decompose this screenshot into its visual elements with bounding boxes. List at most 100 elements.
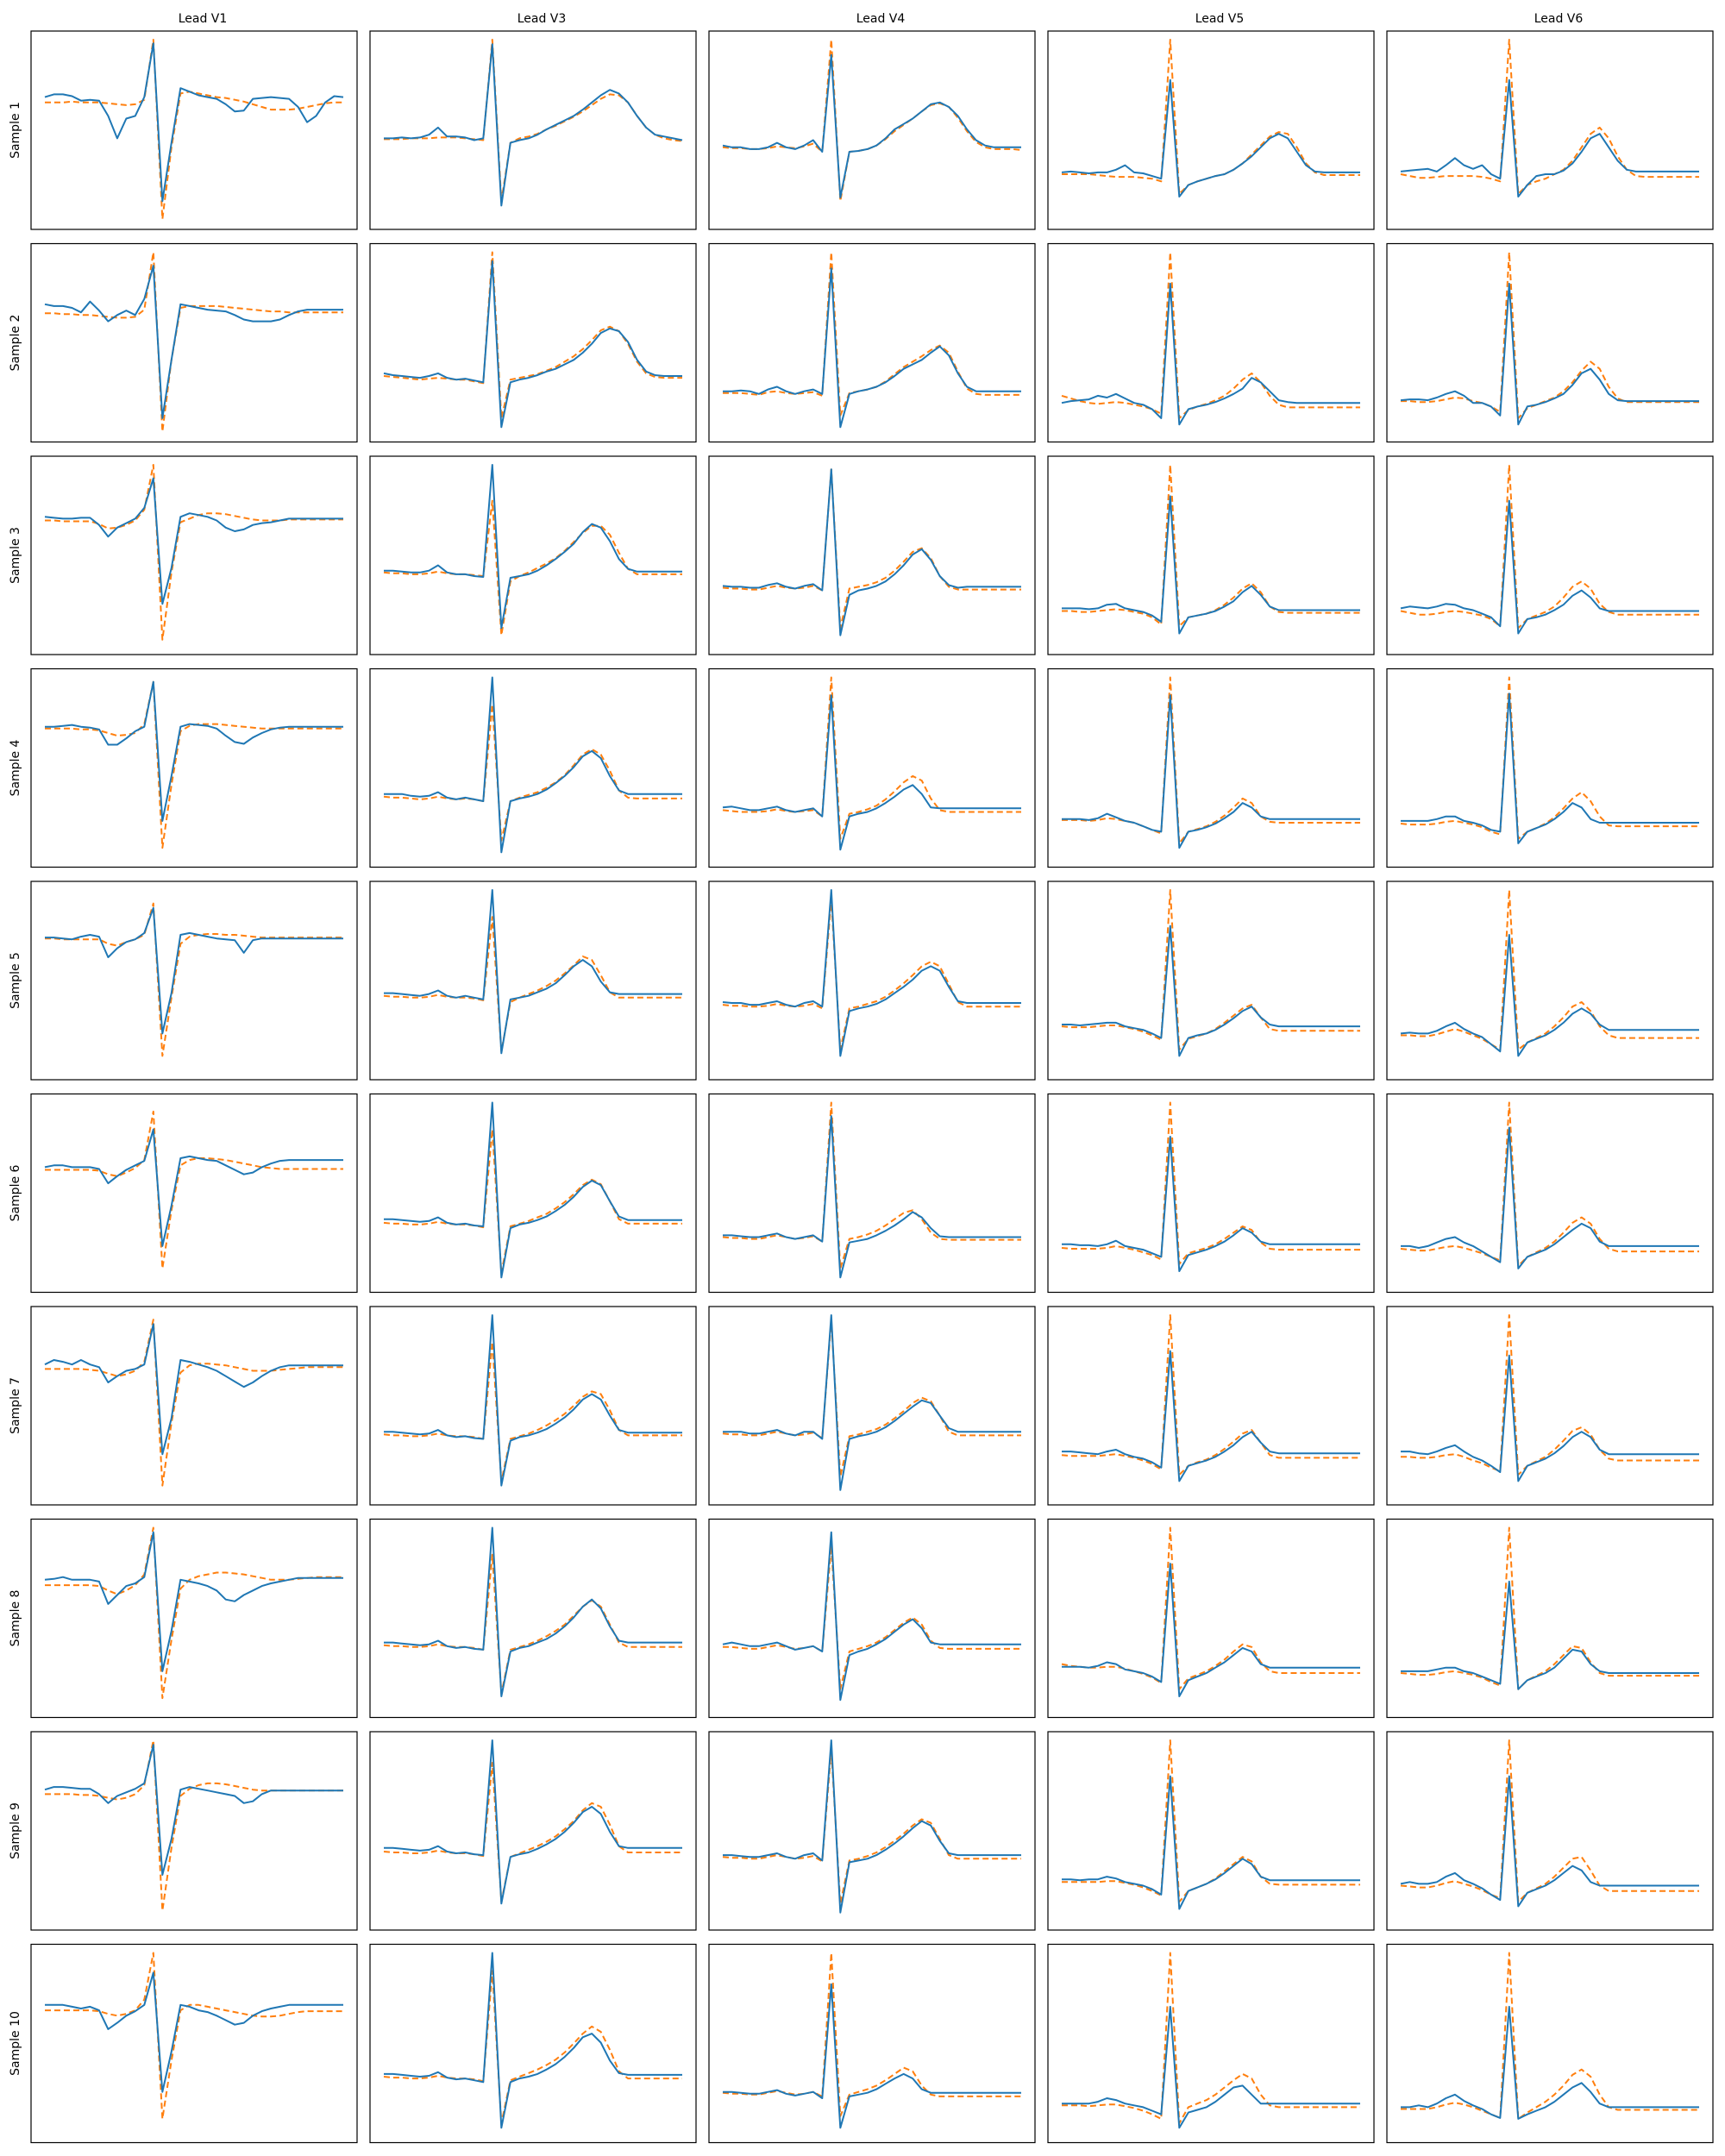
axes-frame (1047, 455, 1375, 655)
dashed-series-line (723, 1545, 1021, 1690)
dashed-series-line (45, 1952, 343, 2120)
axes-frame (369, 242, 697, 443)
axes-frame (708, 1093, 1036, 1294)
panel-r2-c3 (708, 242, 1036, 443)
solid-series-line (723, 1115, 1021, 1279)
axes-frame (30, 1093, 358, 1294)
row-label-1: Sample 1 (9, 102, 22, 159)
axes-frame (30, 1943, 358, 2144)
panel-r4-c4 (1047, 667, 1375, 868)
axes-frame (369, 455, 697, 655)
solid-series-line (1400, 499, 1699, 635)
panel-r8-c2 (369, 1518, 697, 1719)
dashed-series-line (722, 1319, 1021, 1478)
panel-r3-c5 (1386, 455, 1714, 655)
dashed-series-line (383, 916, 682, 1053)
panel-r9-c1 (30, 1731, 358, 1931)
dashed-series-line (1401, 1314, 1699, 1476)
solid-series-line (384, 1101, 682, 1279)
axes-frame (1386, 242, 1714, 443)
dashed-series-line (1400, 676, 1699, 840)
axes-frame (708, 1731, 1036, 1931)
column-title-v3: Lead V3 (518, 12, 567, 26)
axes-frame (1386, 1518, 1714, 1719)
axes-frame (30, 881, 358, 1081)
panel-r1-c5 (1386, 30, 1714, 230)
solid-series-line (1401, 1126, 1699, 1269)
solid-series-line (384, 676, 682, 854)
dashed-series-line (383, 1970, 682, 2125)
panel-r2-c4 (1047, 242, 1375, 443)
column-title-v6: Lead V6 (1534, 12, 1584, 26)
axes-frame (708, 242, 1036, 443)
dashed-series-line (45, 39, 343, 220)
dashed-series-line (722, 898, 1021, 1051)
solid-series-line (722, 468, 1021, 636)
axes-frame (30, 242, 358, 443)
panel-r4-c1 (30, 667, 358, 868)
dashed-series-line (45, 1110, 343, 1269)
axes-frame (1047, 1093, 1375, 1294)
dashed-series-line (1400, 1101, 1699, 1267)
solid-series-line (383, 260, 682, 429)
solid-series-line (1062, 1563, 1360, 1697)
dashed-series-line (383, 1553, 682, 1695)
dashed-series-line (1400, 464, 1699, 630)
dashed-series-line (722, 1748, 1021, 1905)
panels (30, 30, 1714, 2144)
row-label-6: Sample 6 (9, 1164, 22, 1221)
solid-series-line (1062, 1775, 1360, 1910)
axes-frame (1386, 1306, 1714, 1506)
panel-r5-c2 (369, 881, 697, 1081)
row-label-9: Sample 9 (9, 1802, 22, 1859)
solid-series-line (723, 1983, 1021, 2129)
solid-series-line (45, 680, 343, 822)
panel-r7-c4 (1047, 1306, 1375, 1506)
axes-frame (30, 667, 358, 868)
panel-r9-c4 (1047, 1731, 1375, 1931)
solid-series-line (723, 1739, 1021, 1914)
axes-frame (708, 1943, 1036, 2144)
dashed-series-line (1061, 1314, 1360, 1476)
panel-r10-c3 (708, 1943, 1036, 2144)
panel-r2-c2 (369, 242, 697, 443)
axes-frame (1047, 1731, 1375, 1931)
dashed-series-line (1061, 1101, 1360, 1265)
axes-frame (1386, 1943, 1714, 2144)
axes-frame (30, 455, 358, 655)
row-label-7: Sample 7 (9, 1377, 22, 1434)
dashed-series-line (1400, 1526, 1699, 1690)
row-label-3: Sample 3 (9, 527, 22, 584)
axes-frame (369, 667, 697, 868)
axes-frame (1386, 1093, 1714, 1294)
dashed-series-line (1061, 1526, 1360, 1690)
solid-series-line (1062, 1136, 1360, 1272)
panel-r9-c3 (708, 1731, 1036, 1931)
column-title-v1: Lead V1 (179, 12, 228, 26)
panel-r1-c4 (1047, 30, 1375, 230)
axes-frame (1386, 667, 1714, 868)
dashed-series-line (45, 251, 343, 433)
panel-r7-c1 (30, 1306, 358, 1506)
panel-r5-c4 (1047, 881, 1375, 1081)
dashed-series-line (1401, 1952, 1699, 2120)
panel-r6-c2 (369, 1093, 697, 1294)
panel-r1-c2 (369, 30, 697, 230)
solid-series-line (384, 43, 683, 207)
panel-r10-c5 (1386, 1943, 1714, 2144)
panel-r3-c1 (30, 455, 358, 655)
row-label-5: Sample 5 (9, 952, 22, 1009)
axes-frame (369, 881, 697, 1081)
panel-r5-c1 (30, 881, 358, 1081)
solid-series-line (384, 889, 682, 1055)
axes-frame (1047, 242, 1375, 443)
panel-r1-c1 (30, 30, 358, 230)
solid-series-line (44, 265, 343, 419)
dashed-series-line (1401, 889, 1699, 1051)
panel-r6-c4 (1047, 1093, 1375, 1294)
dashed-series-line (722, 1101, 1021, 1269)
row-labels: Sample 1 Sample 2 Sample 3 Sample 4 Sample 5… (9, 102, 22, 2076)
panel-r4-c3 (708, 667, 1036, 868)
